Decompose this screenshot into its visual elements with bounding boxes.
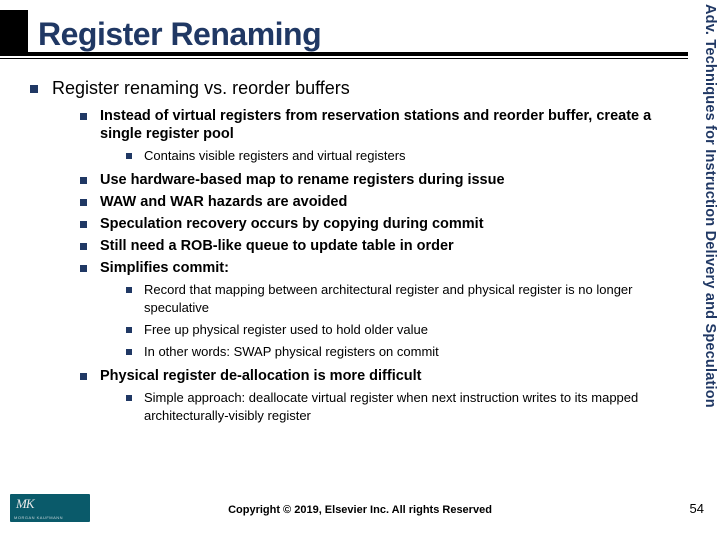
- footer: MK MORGAN KAUFMANN Copyright © 2019, Els…: [0, 494, 720, 530]
- bullet-l0: Register renaming vs. reorder buffers In…: [30, 78, 680, 425]
- bullet-l1: Simplifies commit: Record that mapping b…: [80, 259, 680, 361]
- bullet-l1: Instead of virtual registers from reserv…: [80, 107, 680, 165]
- square-bullet-icon: [80, 221, 87, 228]
- bullet-l1: WAW and WAR hazards are avoided: [80, 193, 680, 211]
- bullet-text: Contains visible registers and virtual r…: [144, 148, 406, 163]
- square-bullet-icon: [80, 177, 87, 184]
- bullet-text: Record that mapping between architectura…: [144, 282, 632, 315]
- square-bullet-icon: [80, 199, 87, 206]
- bullet-text: WAW and WAR hazards are avoided: [100, 194, 347, 210]
- bullet-text: Register renaming vs. reorder buffers: [52, 78, 350, 98]
- bullet-text: Simplifies commit:: [100, 260, 229, 276]
- bullet-l2: Contains visible registers and virtual r…: [126, 147, 680, 165]
- square-bullet-icon: [126, 349, 132, 355]
- bullet-text: Still need a ROB-like queue to update ta…: [100, 238, 454, 254]
- bullet-l2: Record that mapping between architectura…: [126, 281, 680, 317]
- bullet-text: Simple approach: deallocate virtual regi…: [144, 390, 638, 423]
- square-bullet-icon: [80, 373, 87, 380]
- bullet-text: Use hardware-based map to rename registe…: [100, 172, 505, 188]
- square-bullet-icon: [80, 113, 87, 120]
- square-bullet-icon: [126, 327, 132, 333]
- square-bullet-icon: [30, 85, 38, 93]
- square-bullet-icon: [126, 153, 132, 159]
- title-underline-thick: [0, 52, 688, 56]
- bullet-text: Physical register de-allocation is more …: [100, 368, 422, 384]
- bullet-l1: Use hardware-based map to rename registe…: [80, 171, 680, 189]
- section-label-vertical: Adv. Techniques for Instruction Delivery…: [692, 4, 718, 504]
- bullet-l1: Still need a ROB-like queue to update ta…: [80, 237, 680, 255]
- square-bullet-icon: [126, 395, 132, 401]
- title-underline-thin: [0, 58, 688, 59]
- bullet-l1: Physical register de-allocation is more …: [80, 367, 680, 425]
- bullet-text: Speculation recovery occurs by copying d…: [100, 216, 484, 232]
- slide: Register Renaming Adv. Techniques for In…: [0, 0, 720, 540]
- bullet-text: Instead of virtual registers from reserv…: [100, 108, 651, 142]
- bullet-l2: Free up physical register used to hold o…: [126, 321, 680, 339]
- page-number: 54: [690, 501, 704, 516]
- square-bullet-icon: [80, 265, 87, 272]
- slide-title: Register Renaming: [38, 16, 321, 53]
- bullet-l2: In other words: SWAP physical registers …: [126, 343, 680, 361]
- bullet-text: Free up physical register used to hold o…: [144, 322, 428, 337]
- copyright-text: Copyright © 2019, Elsevier Inc. All righ…: [0, 504, 720, 516]
- content-area: Register renaming vs. reorder buffers In…: [30, 78, 680, 480]
- bullet-l2: Simple approach: deallocate virtual regi…: [126, 389, 680, 425]
- square-bullet-icon: [126, 287, 132, 293]
- bullet-text: In other words: SWAP physical registers …: [144, 344, 439, 359]
- title-bar: Register Renaming: [0, 10, 688, 54]
- square-bullet-icon: [80, 243, 87, 250]
- bullet-l1: Speculation recovery occurs by copying d…: [80, 215, 680, 233]
